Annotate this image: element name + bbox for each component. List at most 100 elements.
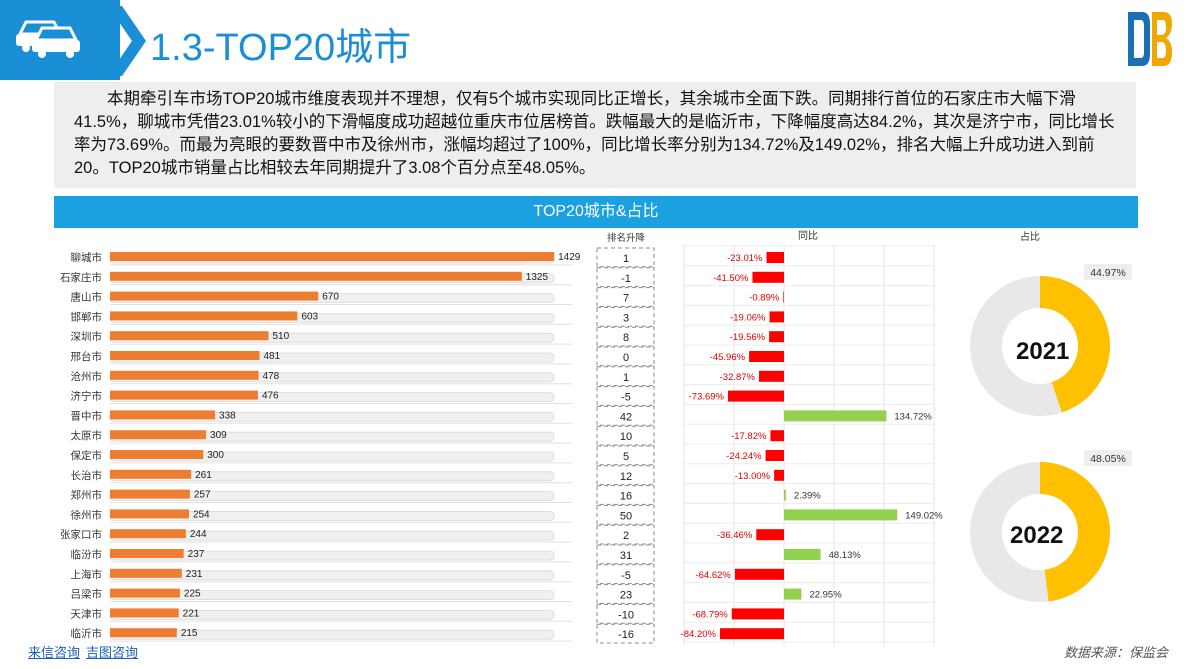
bar <box>110 410 216 420</box>
yoy-label: -73.69% <box>689 392 725 403</box>
rank-value: 7 <box>623 293 629 305</box>
yoy-label: -24.24% <box>726 451 762 462</box>
yoy-label: -84.20% <box>681 629 717 640</box>
donut-label-bg <box>1084 450 1132 466</box>
bar-value-label: 1325 <box>526 272 549 283</box>
bar <box>110 271 522 281</box>
bar-value-label: 1429 <box>558 252 581 263</box>
rank-value: -1 <box>621 273 631 285</box>
rank-cell <box>596 366 655 387</box>
yoy-label: -41.50% <box>713 273 749 284</box>
rank-header: 排名升降 <box>607 232 646 244</box>
bar <box>110 588 180 598</box>
category-label: 唐山市 <box>71 291 103 304</box>
rank-cell <box>596 346 655 367</box>
category-label: 上海市 <box>71 568 103 581</box>
rank-value: -5 <box>621 570 631 582</box>
chevron-right-icon <box>108 6 146 76</box>
bar <box>110 628 177 638</box>
yoy-bar-neg <box>770 430 784 442</box>
rank-value: -16 <box>618 629 634 641</box>
rank-value: 50 <box>620 510 632 522</box>
bar-value-label: 478 <box>263 371 280 382</box>
chart-banner: TOP20城市&占比 <box>54 196 1138 228</box>
rank-cell <box>596 445 655 466</box>
yoy-bar-neg <box>769 331 784 343</box>
category-label: 邢台市 <box>71 350 103 363</box>
category-label: 深圳市 <box>71 330 103 343</box>
yoy-label: -23.01% <box>727 253 763 264</box>
bar-value-label: 244 <box>190 529 207 540</box>
rank-value: 42 <box>620 411 632 423</box>
bar-value-label: 237 <box>188 549 205 560</box>
bar <box>110 509 189 519</box>
yoy-bar-neg <box>752 271 784 283</box>
yoy-bar-neg <box>731 608 784 620</box>
bar-value-label: 300 <box>207 450 224 461</box>
rank-value: 2 <box>623 530 629 542</box>
rank-value: 3 <box>623 312 629 324</box>
rank-value: 5 <box>623 451 629 463</box>
category-label: 天津市 <box>71 607 103 620</box>
category-label: 邯郸市 <box>71 310 103 323</box>
donut-value-label: 44.97% <box>1090 267 1126 279</box>
data-source: 数据来源：保监会 <box>1063 645 1168 660</box>
car-icon <box>16 20 80 58</box>
bar-value-label: 221 <box>183 608 200 619</box>
yoy-bar-neg <box>727 390 784 402</box>
category-label: 长治市 <box>71 469 103 482</box>
yoy-title: 同比 <box>798 230 818 242</box>
bar <box>110 608 179 618</box>
bar-value-label: 338 <box>219 410 236 421</box>
rank-value: 0 <box>623 352 629 364</box>
yoy-label: -68.79% <box>692 609 728 620</box>
bar <box>110 370 259 380</box>
yoy-label: -19.06% <box>730 312 766 323</box>
bar <box>110 529 186 539</box>
bar <box>110 469 192 479</box>
footer-link-1[interactable]: 来信咨询 <box>28 645 81 660</box>
yoy-label: 134.72% <box>894 411 932 422</box>
yoy-bar-pos <box>784 509 898 521</box>
yoy-label: -13.00% <box>735 471 771 482</box>
rank-value: 1 <box>623 372 629 384</box>
category-label: 石家庄市 <box>60 271 102 284</box>
yoy-bar-pos <box>784 549 821 560</box>
rank-value: 23 <box>620 590 632 602</box>
yoy-bar-neg <box>766 252 784 263</box>
category-label: 沧州市 <box>71 370 103 383</box>
description-box: 本期牵引车市场TOP20城市维度表现并不理想，仅有5个城市实现同比正增长，其余城… <box>54 82 1136 188</box>
bar <box>110 549 184 558</box>
yoy-label: 22.95% <box>809 590 842 601</box>
rank-cell <box>596 623 655 644</box>
yoy-bar-neg <box>756 529 784 541</box>
bar-value-label: 670 <box>322 292 339 303</box>
donut-slice <box>1039 462 1110 602</box>
rank-cell <box>596 386 655 406</box>
donut-slice <box>1039 276 1110 413</box>
yoy-label: 2.39% <box>794 491 821 502</box>
rank-value: -5 <box>621 392 631 404</box>
rank-cell <box>596 405 655 426</box>
rank-value: 8 <box>623 332 629 344</box>
bar-value-label: 510 <box>273 331 290 342</box>
bar <box>110 430 207 440</box>
bar-value-label: 254 <box>193 509 210 520</box>
yoy-label: -0.89% <box>749 293 780 304</box>
rank-cell <box>596 603 655 624</box>
footer-links: 来信咨询 吉图咨询 <box>28 642 144 661</box>
rank-cell <box>596 326 655 347</box>
category-label: 吕梁市 <box>71 588 103 601</box>
bar <box>110 252 555 261</box>
bar-value-label: 257 <box>194 490 211 501</box>
rank-cell <box>596 564 655 585</box>
yoy-label: -17.82% <box>731 431 767 442</box>
yoy-bar-neg <box>759 370 784 382</box>
bar-value-label: 261 <box>195 470 212 481</box>
yoy-label: -19.56% <box>730 332 766 343</box>
bar-value-label: 215 <box>181 628 198 639</box>
rank-value: 10 <box>620 431 632 443</box>
category-label: 晋中市 <box>71 409 103 422</box>
yoy-label: -45.96% <box>710 352 746 363</box>
footer-link-2[interactable]: 吉图咨询 <box>86 645 139 660</box>
